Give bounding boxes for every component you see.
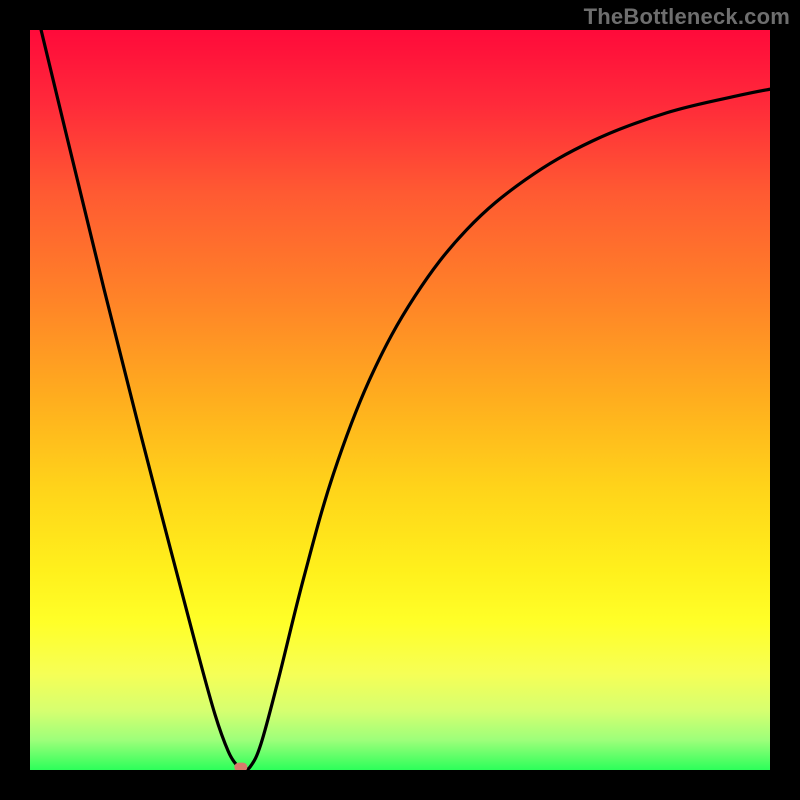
minimum-marker	[234, 763, 247, 772]
watermark-text: TheBottleneck.com	[584, 4, 790, 30]
plot-area	[30, 30, 770, 770]
bottleneck-curve	[30, 30, 770, 770]
figure-frame: TheBottleneck.com	[0, 0, 800, 800]
